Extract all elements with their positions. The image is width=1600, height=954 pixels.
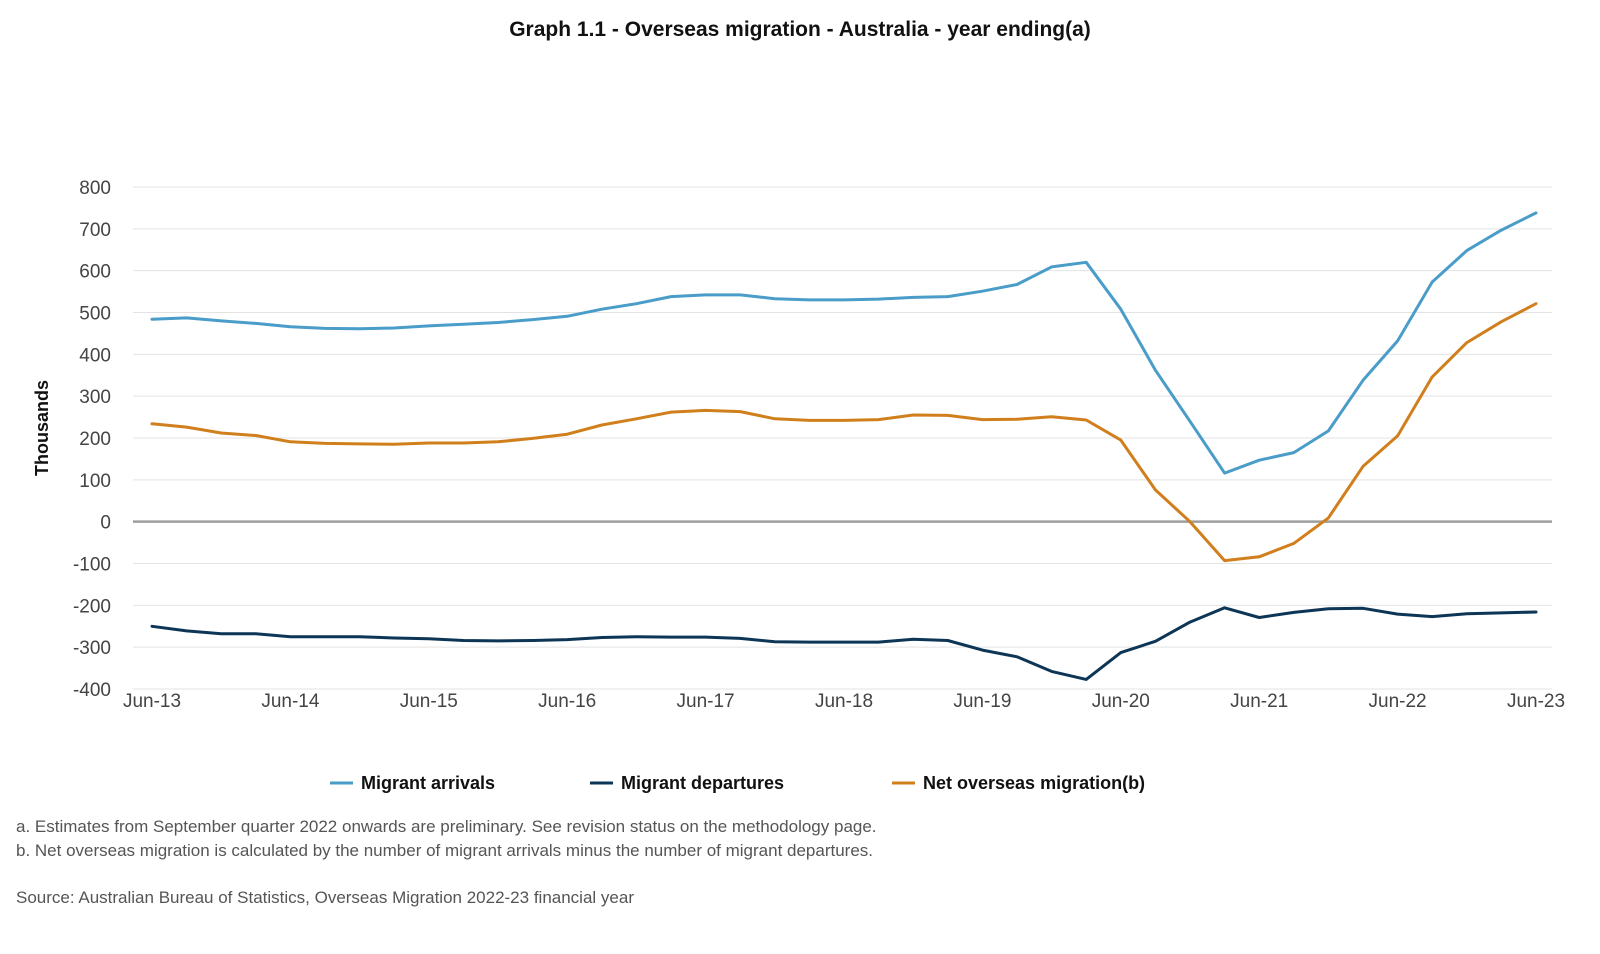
legend-label-migrant-arrivals: Migrant arrivals (361, 773, 495, 793)
y-tick-label: 0 (100, 513, 111, 534)
series-line-net-overseas-migration-b (150, 302, 1538, 563)
legend-label-net-overseas-migration-b: Net overseas migration(b) (923, 773, 1145, 793)
x-tick-label: Jun-19 (953, 691, 1011, 712)
y-tick-label: 300 (79, 387, 111, 408)
x-tick-label: Jun-16 (538, 691, 596, 712)
x-tick-label: Jun-23 (1507, 691, 1565, 712)
x-tick-label: Jun-22 (1369, 691, 1427, 712)
y-tick-label: -400 (73, 680, 111, 701)
footnote-b: b. Net overseas migration is calculated … (16, 841, 874, 860)
y-axis-ticks: 800 700 600 500 400 300 200 100 0 -100 -200 -300 -40… (73, 178, 111, 701)
source-note: Source: Australian Bureau of Statistics,… (16, 888, 634, 907)
x-tick-label: Jun-14 (261, 691, 320, 712)
legend: Migrant arrivals Migrant departures Net ov… (330, 773, 1145, 793)
series-line-migrant-departures (150, 606, 1538, 681)
x-tick-label: Jun-18 (815, 691, 873, 712)
grid-layer (133, 186, 1552, 690)
chart-title: Graph 1.1 - Overseas migration - Austral… (509, 18, 1091, 41)
y-tick-label: 100 (79, 471, 111, 492)
y-axis-label: Thousands (32, 380, 52, 476)
y-tick-label: 600 (79, 262, 111, 283)
x-tick-label: Jun-17 (677, 691, 735, 712)
x-tick-label: Jun-21 (1230, 691, 1288, 712)
y-tick-label: -100 (73, 555, 111, 576)
y-tick-label: -200 (73, 596, 111, 617)
y-tick-label: 700 (79, 220, 111, 241)
y-tick-label: 400 (79, 345, 111, 366)
y-tick-label: 500 (79, 304, 111, 325)
footnote-a: a. Estimates from September quarter 2022… (16, 817, 877, 836)
x-axis-ticks: Jun-13 Jun-14 Jun-15 Jun-16 Jun-17 Jun-18 Jun-… (123, 691, 1565, 712)
x-tick-label: Jun-15 (400, 691, 458, 712)
series-line-migrant-arrivals (150, 211, 1538, 475)
x-tick-label: Jun-20 (1092, 691, 1150, 712)
legend-label-migrant-departures: Migrant departures (621, 773, 784, 793)
series-layer (150, 211, 1538, 681)
y-tick-label: 200 (79, 429, 111, 450)
y-tick-label: -300 (73, 638, 111, 659)
x-tick-label: Jun-13 (123, 691, 181, 712)
y-tick-label: 800 (79, 178, 111, 199)
